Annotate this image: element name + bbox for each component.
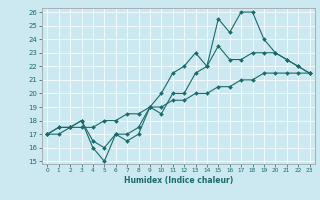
X-axis label: Humidex (Indice chaleur): Humidex (Indice chaleur) <box>124 176 233 185</box>
